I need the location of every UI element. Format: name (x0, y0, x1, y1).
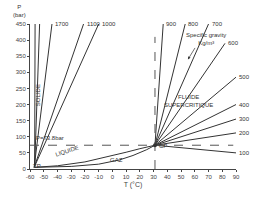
svg-text:400: 400 (16, 37, 27, 43)
svg-text:100: 100 (16, 134, 27, 140)
svg-text:20: 20 (137, 174, 144, 180)
svg-text:80: 80 (219, 174, 226, 180)
svg-text:900: 900 (166, 21, 177, 27)
svg-text:50: 50 (19, 150, 26, 156)
svg-text:P(bar): P(bar) (13, 4, 26, 18)
svg-text:30: 30 (150, 174, 157, 180)
svg-text:600: 600 (228, 40, 239, 46)
svg-text:TP: TP (33, 163, 41, 169)
svg-text:Specific gravityKg/m³: Specific gravityKg/m³ (186, 32, 226, 46)
svg-text:200: 200 (239, 130, 250, 136)
svg-text:-60: -60 (26, 174, 35, 180)
svg-text:50: 50 (178, 174, 185, 180)
svg-text:FLUIDESUPERCRITIQUE: FLUIDESUPERCRITIQUE (164, 94, 213, 108)
svg-text:GAZ: GAZ (110, 157, 123, 163)
svg-text:CP: CP (159, 143, 167, 149)
svg-text:100: 100 (239, 150, 250, 156)
svg-text:300: 300 (239, 116, 250, 122)
svg-text:70: 70 (205, 174, 212, 180)
svg-text:800: 800 (188, 21, 199, 27)
svg-text:300: 300 (16, 69, 27, 75)
svg-text:-20: -20 (81, 174, 90, 180)
svg-text:-30: -30 (67, 174, 76, 180)
svg-text:0: 0 (111, 174, 115, 180)
svg-text:150: 150 (16, 118, 27, 124)
svg-text:250: 250 (16, 86, 27, 92)
svg-text:LIQUIDE: LIQUIDE (55, 144, 80, 157)
svg-text:40: 40 (164, 174, 171, 180)
svg-text:SOLIDE: SOLIDE (35, 84, 41, 106)
svg-text:10: 10 (123, 174, 130, 180)
svg-text:1700: 1700 (55, 21, 69, 27)
svg-text:90: 90 (233, 174, 240, 180)
svg-text:200: 200 (16, 102, 27, 108)
svg-text:400: 400 (239, 102, 250, 108)
svg-text:-50: -50 (39, 174, 48, 180)
svg-text:60: 60 (191, 174, 198, 180)
svg-text:T (°C): T (°C) (124, 181, 143, 189)
svg-text:1100: 1100 (87, 21, 101, 27)
svg-text:700: 700 (212, 21, 223, 27)
svg-text:P=73.8bar: P=73.8bar (36, 135, 64, 141)
svg-text:350: 350 (16, 53, 27, 59)
svg-text:0: 0 (22, 166, 26, 172)
svg-text:-10: -10 (94, 174, 103, 180)
svg-text:1000: 1000 (102, 21, 116, 27)
svg-text:450: 450 (16, 21, 27, 27)
svg-text:500: 500 (239, 74, 250, 80)
svg-text:-40: -40 (53, 174, 62, 180)
